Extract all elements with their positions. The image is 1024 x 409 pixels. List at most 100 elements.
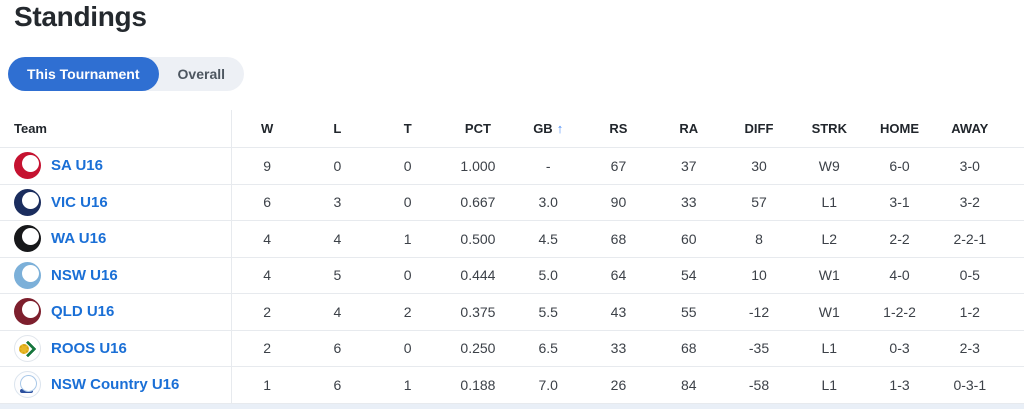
team-cell: VIC U16 — [0, 184, 232, 220]
stat-diff: -12 — [748, 303, 770, 320]
stat-w: 1 — [263, 376, 272, 393]
team-name-link[interactable]: WA U16 — [51, 230, 107, 248]
stat-strk: W1 — [818, 303, 840, 320]
row-stats: 1 6 1 0.188 7.0 26 84 -58 L1 1-3 0-3-1 — [232, 367, 1024, 403]
stat-l: 3 — [333, 194, 342, 211]
column-header-rs[interactable]: RS — [609, 121, 628, 136]
team-name-link[interactable]: QLD U16 — [51, 303, 115, 321]
standings-table: Team W L T PCT GB ↑ RS RA DIFF STRK HOME AWAY SA U1… — [0, 110, 1024, 404]
stat-away: 0-3-1 — [953, 376, 987, 393]
team-name-link[interactable]: NSW Country U16 — [51, 376, 180, 394]
bottom-strip — [0, 404, 1024, 409]
team-logo-icon — [14, 225, 41, 253]
column-header-team[interactable]: Team — [0, 110, 232, 147]
column-header-l[interactable]: L — [333, 121, 342, 136]
stat-away: 3-0 — [959, 157, 980, 174]
stat-strk: W9 — [818, 157, 840, 174]
stat-rs: 67 — [610, 157, 627, 174]
column-header-diff[interactable]: DIFF — [744, 121, 774, 136]
stat-ra: 37 — [680, 157, 697, 174]
sort-ascending-icon: ↑ — [556, 121, 564, 136]
stat-t: 1 — [403, 230, 412, 247]
stat-pct: 0.444 — [460, 267, 496, 284]
stat-away: 2-2-1 — [953, 230, 987, 247]
stat-t: 0 — [403, 194, 412, 211]
column-header-home[interactable]: HOME — [880, 121, 920, 136]
page-title: Standings — [14, 1, 147, 32]
column-header-strk[interactable]: STRK — [811, 121, 847, 136]
team-cell: NSW Country U16 — [0, 367, 232, 403]
tab-overall[interactable]: Overall — [159, 57, 244, 91]
row-stats: 6 3 0 0.667 3.0 90 33 57 L1 3-1 3-2 — [232, 185, 1024, 221]
team-cell: ROOS U16 — [0, 330, 232, 366]
stat-diff: 10 — [751, 267, 767, 284]
team-name-link[interactable]: NSW U16 — [51, 266, 118, 284]
stat-home: 6-0 — [889, 157, 910, 174]
team-cell: QLD U16 — [0, 294, 232, 330]
stat-t: 0 — [403, 340, 412, 357]
stat-home: 1-3 — [889, 376, 910, 393]
column-header-t[interactable]: T — [403, 121, 412, 136]
team-name-link[interactable]: ROOS U16 — [51, 339, 127, 357]
stat-gb: 4.5 — [538, 230, 558, 247]
table-row: QLD U16 2 4 2 0.375 5.5 43 55 -12 W1 1-2-2 1-2 — [0, 294, 1024, 331]
stat-pct: 0.188 — [460, 376, 496, 393]
table-header-row: Team W L T PCT GB ↑ RS RA DIFF STRK HOME AWAY — [0, 110, 1024, 148]
stat-home: 4-0 — [889, 267, 910, 284]
stat-rs: 43 — [610, 303, 627, 320]
stat-diff: -35 — [748, 340, 770, 357]
stat-rs: 68 — [610, 230, 627, 247]
stat-strk: L1 — [821, 376, 838, 393]
column-header-w[interactable]: W — [260, 121, 274, 136]
stat-l: 4 — [333, 303, 342, 320]
stat-away: 0-5 — [959, 267, 980, 284]
tab-this-tournament[interactable]: This Tournament — [8, 57, 159, 91]
stat-rs: 64 — [610, 267, 627, 284]
stat-t: 0 — [403, 267, 412, 284]
team-cell: WA U16 — [0, 221, 232, 257]
stat-rs: 90 — [610, 194, 627, 211]
stat-diff: 30 — [751, 157, 767, 174]
stat-home: 0-3 — [889, 340, 910, 357]
stat-pct: 0.250 — [460, 340, 496, 357]
column-header-ra[interactable]: RA — [679, 121, 699, 136]
team-name-link[interactable]: SA U16 — [51, 157, 103, 175]
team-name-link[interactable]: VIC U16 — [51, 193, 108, 211]
stat-pct: 0.667 — [460, 194, 496, 211]
stat-ra: 60 — [680, 230, 697, 247]
column-header-team-label: Team — [14, 121, 47, 136]
stat-home: 2-2 — [889, 230, 910, 247]
stat-gb: 5.5 — [538, 303, 558, 320]
stat-strk: L2 — [821, 230, 838, 247]
stat-diff: 8 — [755, 230, 763, 247]
team-logo-icon — [14, 261, 41, 289]
column-header-away[interactable]: AWAY — [951, 121, 989, 136]
table-row: ROOS U16 2 6 0 0.250 6.5 33 68 -35 L1 0-3 2-3 — [0, 330, 1024, 367]
stat-strk: L1 — [821, 340, 838, 357]
stat-home: 1-2-2 — [883, 303, 916, 320]
stat-rs: 26 — [610, 376, 627, 393]
stat-ra: 55 — [680, 303, 697, 320]
stat-w: 4 — [263, 267, 272, 284]
stat-strk: W1 — [818, 267, 840, 284]
stat-diff: 57 — [751, 194, 767, 211]
team-cell: NSW U16 — [0, 257, 232, 293]
stat-w: 2 — [263, 303, 272, 320]
table-row: WA U16 4 4 1 0.500 4.5 68 60 8 L2 2-2 2-2-1 — [0, 221, 1024, 258]
row-stats: 9 0 0 1.000 - 67 37 30 W9 6-0 3-0 — [232, 148, 1024, 184]
stat-gb: - — [545, 157, 551, 174]
column-header-gb[interactable]: GB ↑ — [533, 121, 564, 136]
stat-gb: 5.0 — [538, 267, 558, 284]
stat-gb: 3.0 — [538, 194, 558, 211]
team-logo-icon — [14, 371, 41, 399]
stat-away: 3-2 — [959, 194, 980, 211]
stat-ra: 54 — [680, 267, 697, 284]
stat-w: 4 — [263, 230, 272, 247]
team-logo-icon — [14, 334, 41, 362]
stat-home: 3-1 — [889, 194, 910, 211]
stat-strk: L1 — [821, 194, 838, 211]
stat-gb: 6.5 — [538, 340, 558, 357]
stat-l: 4 — [333, 230, 342, 247]
stat-ra: 33 — [680, 194, 697, 211]
column-header-pct[interactable]: PCT — [464, 121, 491, 136]
